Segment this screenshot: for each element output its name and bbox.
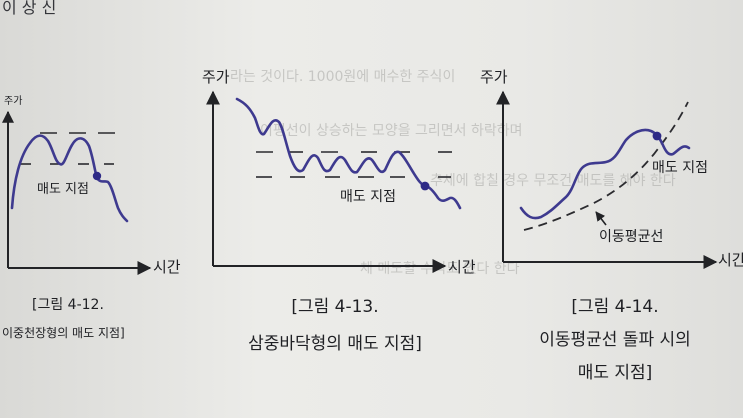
fig14-caption-line2: 이동평균선 돌파 시의 — [539, 330, 691, 350]
fig14-sell-point-marker — [652, 131, 662, 141]
figure-4-12: 주가 시간 매도 지점 — [1, 95, 181, 276]
background-text-line: 이평선이 상승하는 모양을 그리면서 하락하며 — [260, 123, 523, 139]
fig13-sell-point-marker — [420, 181, 430, 191]
fig14-moving-average-line — [523, 101, 689, 231]
fig14-caption-line1: [그림 4-14. — [571, 297, 659, 317]
fig13-caption-line2: 삼중바닥형의 매도 지점] — [248, 334, 422, 354]
fig14-caption: [그림 4-14. 이동평균선 돌파 시의 매도 지점] — [520, 292, 710, 383]
fig14-caption-line3: 매도 지점] — [577, 363, 653, 383]
fig12-caption-line1: [그림 4-12. — [32, 297, 104, 313]
fig14-sell-point-label: 매도 지점 — [652, 160, 708, 176]
fig13-x-axis-label: 시간 — [448, 258, 476, 276]
fig12-x-axis-label: 시간 — [153, 258, 181, 276]
fig14-x-axis-label: 시간 — [718, 251, 743, 269]
fig14-y-axis-label: 주가 — [480, 68, 508, 86]
fig12-y-axis-label: 주가 — [4, 95, 22, 107]
fig13-sell-point-label: 매도 지점 — [340, 189, 396, 205]
fig14-moving-average-label: 이동평균선 — [599, 229, 663, 245]
background-text-line: 추세에 합칠 경우 무조건 매도를 해야 한다 — [430, 173, 676, 189]
fig12-caption: [그림 4-12. 이중천장형의 매도 지점] — [2, 294, 152, 341]
fig14-ma-pointer-arrow — [595, 211, 607, 226]
fig14-price-line — [519, 128, 691, 220]
fig12-sell-point-label: 매도 지점 — [37, 182, 89, 197]
fig13-caption-line1: [그림 4-13. — [291, 297, 379, 317]
top-text-fragment: 이 상 신 — [2, 0, 57, 17]
fig13-y-axis-label: 주가 — [202, 68, 230, 86]
fig12-caption-line2: 이중천장형의 매도 지점] — [2, 326, 125, 340]
figure-4-13: 주가 시간 매도 지점 — [202, 68, 476, 276]
fig13-caption: [그림 4-13. 삼중바닥형의 매도 지점] — [210, 292, 460, 354]
background-text-line: 라는 것이다. 1000원에 매수한 주식이 — [230, 69, 456, 85]
figure-4-14: 주가 시간 매도 지점 이동평균선 — [480, 68, 743, 269]
fig12-price-line — [10, 134, 129, 223]
fig12-sell-point-marker — [92, 171, 102, 181]
